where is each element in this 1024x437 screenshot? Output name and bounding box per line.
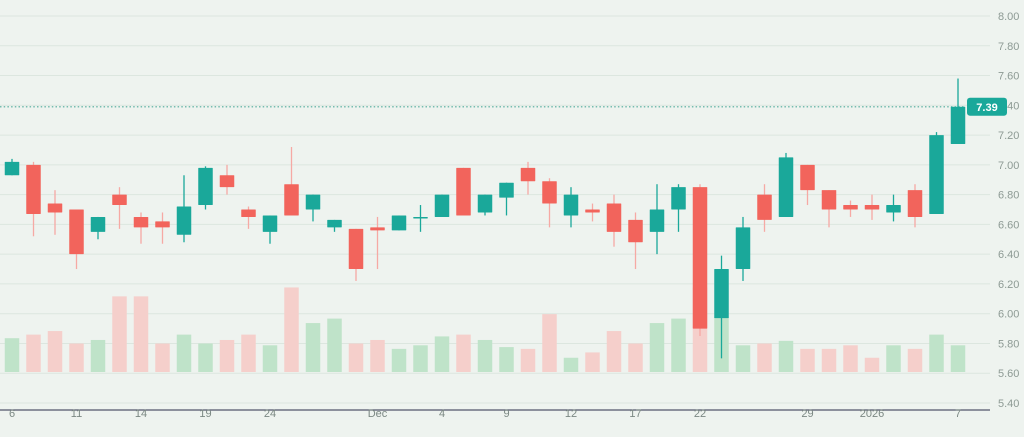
svg-text:4: 4 xyxy=(439,408,445,420)
svg-text:7.39: 7.39 xyxy=(976,102,997,114)
svg-text:22: 22 xyxy=(694,408,706,420)
svg-text:6.20: 6.20 xyxy=(998,279,1019,291)
svg-text:8.00: 8.00 xyxy=(998,11,1019,23)
svg-text:6.60: 6.60 xyxy=(998,219,1019,231)
svg-text:12: 12 xyxy=(565,408,577,420)
svg-text:19: 19 xyxy=(199,408,211,420)
svg-text:11: 11 xyxy=(71,408,82,420)
svg-text:7.20: 7.20 xyxy=(998,130,1019,142)
svg-text:29: 29 xyxy=(801,408,813,420)
svg-text:6.40: 6.40 xyxy=(998,249,1019,261)
svg-text:7.60: 7.60 xyxy=(998,71,1019,83)
svg-text:Dec: Dec xyxy=(368,408,388,420)
svg-text:24: 24 xyxy=(264,408,276,420)
svg-text:5.80: 5.80 xyxy=(998,338,1019,350)
svg-text:9: 9 xyxy=(503,408,509,420)
svg-text:6.80: 6.80 xyxy=(998,190,1019,202)
svg-text:5.60: 5.60 xyxy=(998,368,1019,380)
svg-text:7.80: 7.80 xyxy=(998,41,1019,53)
svg-text:6: 6 xyxy=(9,408,15,420)
svg-text:17: 17 xyxy=(629,408,641,420)
svg-text:6.00: 6.00 xyxy=(998,309,1019,321)
svg-text:2026: 2026 xyxy=(860,408,884,420)
svg-text:14: 14 xyxy=(135,408,147,420)
svg-text:5.40: 5.40 xyxy=(998,398,1019,410)
svg-text:7: 7 xyxy=(955,408,961,420)
svg-text:7.00: 7.00 xyxy=(998,160,1019,172)
